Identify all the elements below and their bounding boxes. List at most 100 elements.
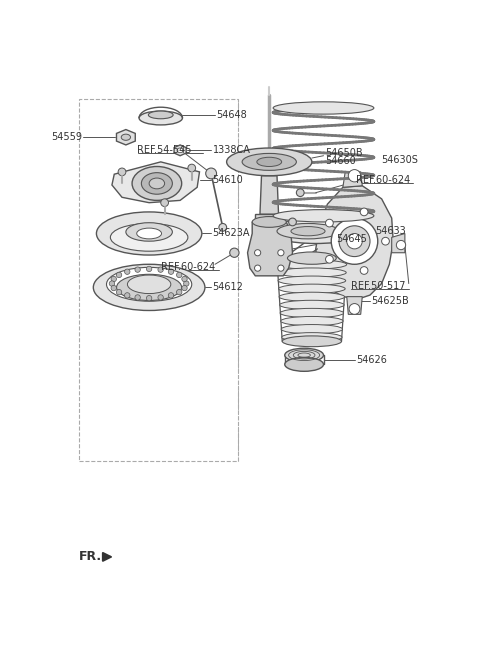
Text: REF.50-517: REF.50-517 [350, 281, 405, 291]
Ellipse shape [277, 260, 347, 269]
Text: FR.: FR. [79, 550, 103, 564]
Ellipse shape [288, 252, 336, 264]
Ellipse shape [277, 224, 339, 239]
Ellipse shape [121, 134, 131, 140]
Ellipse shape [137, 228, 162, 239]
Circle shape [146, 266, 152, 272]
Ellipse shape [110, 224, 188, 251]
Ellipse shape [93, 264, 205, 310]
Text: 1338CA: 1338CA [213, 146, 251, 155]
Ellipse shape [107, 268, 192, 301]
Circle shape [348, 170, 360, 182]
Ellipse shape [132, 167, 181, 200]
Text: 54650B: 54650B [325, 148, 363, 158]
Polygon shape [117, 129, 135, 145]
Circle shape [116, 289, 122, 295]
Polygon shape [347, 297, 362, 314]
Ellipse shape [282, 333, 342, 342]
Polygon shape [316, 186, 393, 299]
Circle shape [219, 224, 227, 231]
Circle shape [347, 234, 362, 249]
Polygon shape [392, 234, 405, 253]
Circle shape [325, 255, 333, 263]
Ellipse shape [96, 212, 202, 255]
Circle shape [296, 189, 304, 197]
Text: 54623A: 54623A [213, 228, 250, 239]
Ellipse shape [139, 111, 182, 125]
Ellipse shape [252, 216, 286, 228]
Text: 54660: 54660 [325, 156, 356, 166]
Ellipse shape [227, 148, 312, 176]
Text: REF.60-624: REF.60-624 [356, 174, 410, 184]
Circle shape [158, 267, 163, 272]
Circle shape [111, 276, 117, 281]
Circle shape [168, 269, 174, 274]
Ellipse shape [268, 219, 364, 243]
Ellipse shape [285, 348, 324, 362]
Text: REF.54-545: REF.54-545 [137, 146, 192, 155]
Circle shape [118, 168, 126, 176]
Text: 54612: 54612 [213, 282, 243, 293]
Ellipse shape [126, 222, 172, 241]
Text: 54630S: 54630S [382, 155, 419, 165]
Circle shape [325, 219, 333, 227]
Circle shape [396, 240, 406, 250]
Ellipse shape [127, 275, 171, 293]
Circle shape [146, 295, 152, 301]
Circle shape [254, 250, 261, 256]
Circle shape [339, 226, 370, 256]
Ellipse shape [279, 292, 345, 302]
Circle shape [278, 265, 284, 271]
Ellipse shape [277, 268, 346, 277]
Polygon shape [343, 172, 362, 188]
Circle shape [135, 267, 140, 272]
Circle shape [254, 265, 261, 271]
Polygon shape [112, 162, 200, 203]
Ellipse shape [273, 102, 374, 114]
Circle shape [177, 289, 182, 295]
Circle shape [124, 293, 130, 298]
Circle shape [168, 293, 174, 298]
Circle shape [331, 218, 378, 264]
Text: 54625B: 54625B [372, 296, 409, 306]
Ellipse shape [257, 157, 282, 167]
Ellipse shape [281, 325, 343, 334]
Ellipse shape [278, 276, 346, 285]
Circle shape [135, 295, 140, 300]
Ellipse shape [282, 336, 341, 346]
Text: 54648: 54648 [216, 110, 247, 120]
Circle shape [184, 281, 189, 286]
Polygon shape [255, 215, 283, 222]
Circle shape [230, 248, 239, 257]
Circle shape [111, 285, 117, 291]
Ellipse shape [278, 284, 345, 293]
Circle shape [161, 199, 168, 207]
Circle shape [177, 272, 182, 277]
Circle shape [158, 295, 163, 300]
Ellipse shape [242, 154, 296, 171]
Polygon shape [174, 145, 186, 155]
Circle shape [188, 164, 196, 172]
Ellipse shape [273, 210, 374, 222]
Polygon shape [260, 176, 278, 215]
Ellipse shape [117, 274, 181, 300]
Ellipse shape [285, 358, 324, 371]
Circle shape [278, 250, 284, 256]
Ellipse shape [177, 148, 183, 153]
Text: 54610: 54610 [213, 174, 243, 184]
Text: REF.60-624: REF.60-624 [161, 262, 215, 272]
Circle shape [116, 272, 122, 277]
Ellipse shape [280, 308, 344, 318]
Ellipse shape [281, 316, 343, 325]
Circle shape [288, 218, 296, 226]
Circle shape [360, 208, 368, 216]
Ellipse shape [280, 300, 344, 310]
Circle shape [349, 304, 360, 314]
Text: 54645: 54645 [336, 234, 368, 244]
Text: 54559: 54559 [51, 133, 82, 142]
Circle shape [182, 276, 187, 281]
Circle shape [360, 266, 368, 274]
Ellipse shape [291, 226, 325, 236]
Circle shape [206, 168, 216, 179]
Polygon shape [248, 222, 292, 276]
